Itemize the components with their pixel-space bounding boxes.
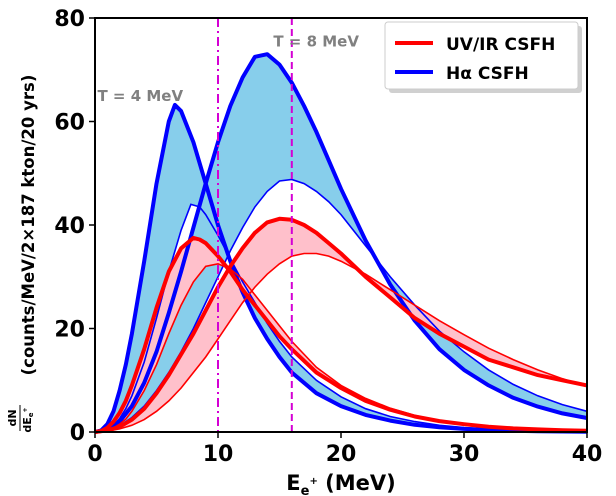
x-tick-label: 10 [203, 442, 234, 467]
annotation-0: T = 4 MeV [97, 87, 183, 105]
series-lower-3 [94, 252, 588, 433]
series-upper-1 [94, 52, 588, 434]
x-tick-label: 0 [87, 442, 102, 467]
legend-label-halpha: Hα CSFH [446, 64, 529, 84]
y-axis-label-frac-den-sub: e [27, 412, 35, 417]
x-tick-label: 30 [449, 442, 480, 467]
annotation-1: T = 8 MeV [273, 32, 359, 50]
series-upper-3 [94, 216, 588, 434]
y-tick-label: 60 [54, 111, 85, 136]
y-axis-label-fraction: dN dEe+ [6, 405, 35, 433]
y-axis-ticks: 0 20 40 60 80 [54, 7, 95, 446]
x-tick-label: 40 [572, 442, 603, 467]
x-axis-ticks: 0 10 20 30 40 [87, 432, 602, 467]
y-axis-label-text: (counts/MeV/2×187 kton/20 yrs) [19, 75, 38, 376]
legend: UV/IR CSFH Hα CSFH [384, 21, 582, 93]
x-axis-label-unit: (MeV) [318, 471, 396, 495]
series-upper-2 [94, 235, 588, 434]
series-lines [94, 52, 588, 434]
y-axis-label-frac-den: dEe+ [21, 407, 35, 432]
y-tick-label: 0 [70, 421, 85, 446]
y-axis-label-frac-den-sup: + [22, 407, 29, 412]
x-axis-label-sub: e [301, 484, 310, 496]
legend-label-uvir: UV/IR CSFH [446, 35, 555, 55]
y-tick-label: 40 [54, 214, 85, 239]
y-axis-label-frac-num: dN [6, 409, 19, 426]
annotations: T = 4 MeV T = 8 MeV [97, 32, 359, 104]
x-axis-label-sup: + [309, 476, 317, 487]
y-axis-label: (counts/MeV/2×187 kton/20 yrs) [19, 75, 38, 376]
reference-lines [217, 18, 293, 432]
x-tick-label: 20 [326, 442, 357, 467]
y-axis-label-frac-den-main: dE [21, 417, 34, 432]
x-axis-label-main: E [286, 471, 300, 495]
y-tick-label: 20 [54, 318, 85, 343]
legend-box [384, 21, 579, 90]
x-axis-label: Ee+ (MeV) [286, 471, 395, 496]
y-tick-label: 80 [54, 7, 85, 32]
